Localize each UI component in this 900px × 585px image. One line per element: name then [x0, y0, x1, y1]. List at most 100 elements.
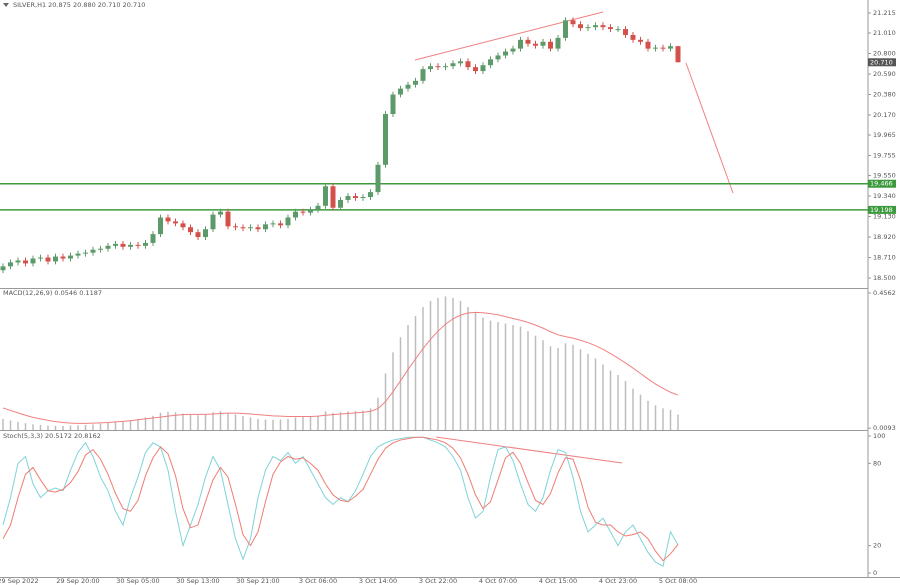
candle-body [480, 65, 486, 72]
macd-bar [504, 323, 507, 430]
level-label: 19.198 [870, 206, 893, 214]
macd-bar [24, 423, 27, 430]
macd-bar [354, 411, 357, 430]
y-tick-label: 21.010 [873, 29, 896, 37]
candle-body [195, 232, 201, 238]
candle-body [488, 59, 493, 66]
y-tick-label: 19.755 [873, 152, 896, 160]
candle-body [330, 186, 336, 208]
macd-bar [264, 419, 267, 430]
macd-bar [542, 340, 544, 430]
x-tick-label: 3 Oct 22:00 [419, 577, 457, 585]
macd-bar [369, 408, 372, 430]
y-tick-label: 19.965 [873, 131, 896, 139]
macd-bar [474, 313, 477, 430]
macd-bar [137, 418, 139, 430]
candle-body [345, 196, 351, 200]
x-tick-label: 29 Sep 2022 [0, 577, 39, 585]
macd-title: MACD(12,26,9) 0.0546 0.1187 [3, 289, 102, 297]
candle-body [218, 211, 223, 215]
candle-body [495, 55, 501, 60]
candle-body [143, 242, 148, 246]
candle-body [15, 260, 21, 263]
y-tick-label: 0.4562 [873, 289, 896, 297]
macd-bar [302, 417, 304, 430]
candle-body [135, 244, 141, 246]
candle-body [615, 29, 621, 31]
macd-bar [324, 411, 327, 430]
candle-body [225, 211, 231, 227]
macd-bar [212, 412, 214, 430]
candle-body [360, 197, 366, 199]
candle-body [443, 66, 448, 68]
candle-body [593, 25, 598, 28]
candle-body [263, 224, 268, 230]
x-tick-label: 30 Sep 05:00 [116, 577, 159, 585]
macd-bar [189, 414, 192, 430]
macd-bar [332, 412, 334, 430]
last-price-box [868, 58, 896, 67]
chart-title: SILVER,H1 20.875 20.880 20.710 20.710 [13, 1, 145, 9]
candle-body [548, 41, 553, 49]
candle-body [45, 257, 51, 262]
candle-body [668, 46, 673, 49]
y-tick-label: 21.215 [873, 9, 896, 17]
macd-bar [407, 325, 409, 430]
candle-body [173, 221, 178, 224]
y-tick-label: 18.500 [873, 274, 896, 282]
symbol-menu-icon[interactable] [3, 3, 9, 7]
macd-bar [399, 337, 402, 430]
candle-body [563, 20, 568, 38]
candle-body [150, 234, 156, 243]
candle-body [278, 223, 283, 226]
macd-bar [242, 415, 244, 430]
macd-bar [564, 343, 567, 430]
y-tick-label: 20.170 [873, 111, 896, 119]
candle-body [458, 61, 463, 64]
candle-body [293, 211, 298, 218]
candle-body [210, 214, 216, 230]
candle-body [60, 256, 66, 259]
macd-bar [452, 297, 454, 430]
candle-body [0, 266, 6, 271]
candle-body [23, 260, 28, 264]
macd-bar [287, 418, 289, 430]
candle-body [675, 46, 681, 63]
macd-bar [647, 400, 649, 430]
candle-body [630, 34, 636, 40]
macd-bar [92, 424, 94, 430]
candle-body [53, 256, 58, 262]
macd-bar [182, 413, 184, 430]
stoch-title: Stoch(5,3,3) 20.5172 20.8162 [3, 432, 101, 440]
macd-bar [632, 388, 634, 430]
macd-bar [317, 415, 319, 430]
macd-bar [377, 397, 379, 430]
trend-line[interactable] [685, 62, 734, 194]
candle-body [338, 199, 343, 208]
x-tick-label: 30 Sep 13:00 [176, 577, 219, 585]
trend-line[interactable] [435, 436, 623, 464]
macd-bar [309, 416, 312, 430]
candle-body [450, 63, 456, 67]
candle-body [555, 37, 561, 49]
candle-body [98, 248, 103, 250]
candle-body [233, 226, 238, 228]
candle-body [518, 39, 523, 49]
macd-bar [362, 410, 364, 430]
candle-body [120, 243, 126, 247]
candle-body [383, 114, 388, 165]
candle-body [503, 51, 508, 56]
trend-line[interactable] [414, 11, 604, 61]
candle-body [38, 257, 43, 259]
macd-bar [669, 409, 672, 430]
y-tick-label: 20.800 [873, 49, 896, 57]
macd-bar [339, 412, 342, 430]
candle-body [113, 243, 118, 246]
candle-body [323, 186, 328, 206]
macd-bar [227, 412, 229, 430]
macd-bar [617, 375, 619, 430]
macd-bar [144, 417, 147, 430]
candle-body [308, 209, 313, 213]
candle-body [600, 25, 606, 28]
